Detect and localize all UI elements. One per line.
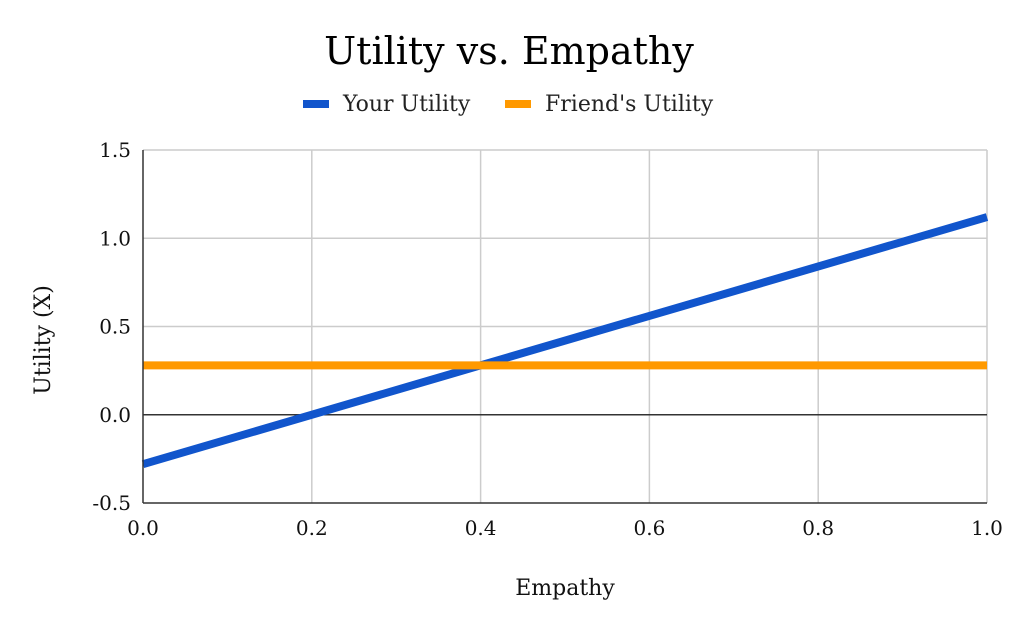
y-tick-label: 0.0 <box>99 403 131 427</box>
legend-swatch <box>505 100 531 108</box>
x-tick-label: 0.8 <box>802 516 834 540</box>
x-tick-label: 1.0 <box>971 516 1003 540</box>
x-axis-title: Empathy <box>515 576 615 601</box>
x-tick-label: 0.2 <box>296 516 328 540</box>
axes: 0.0 0.2 0.4 0.6 0.8 1.0-0.50.00.51.01.5 <box>92 138 1002 540</box>
series-layer <box>141 213 989 469</box>
series-line-1 <box>141 213 989 469</box>
y-tick-label: -0.5 <box>92 491 131 515</box>
legend-label: Your Utility <box>342 92 471 117</box>
legend-label: Friend's Utility <box>545 92 714 117</box>
legend-swatch <box>303 100 329 108</box>
grid-lines <box>143 149 988 503</box>
y-tick-label: 0.5 <box>99 315 131 339</box>
chart-title: Utility vs. Empathy <box>324 29 694 73</box>
y-axis-title: Utility (X) <box>31 285 56 395</box>
legend: Your Utility Friend's Utility <box>303 92 714 117</box>
x-tick-label: 0.0 <box>127 516 159 540</box>
x-tick-label: 0.4 <box>465 516 497 540</box>
x-tick-label: 0.6 <box>633 516 665 540</box>
y-tick-label: 1.5 <box>99 138 131 162</box>
y-tick-label: 1.0 <box>99 226 131 250</box>
